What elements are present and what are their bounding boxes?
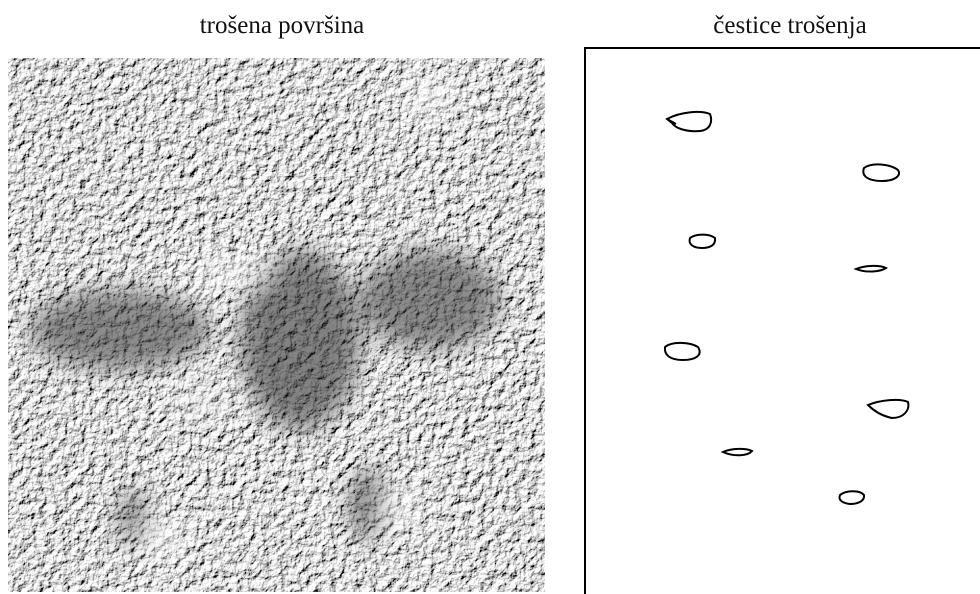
worn-surface-image <box>8 58 545 592</box>
wear-particles-panel <box>584 47 980 594</box>
panel-title: čestice trošenja <box>713 12 866 39</box>
panel-title: trošena površina <box>200 12 365 39</box>
